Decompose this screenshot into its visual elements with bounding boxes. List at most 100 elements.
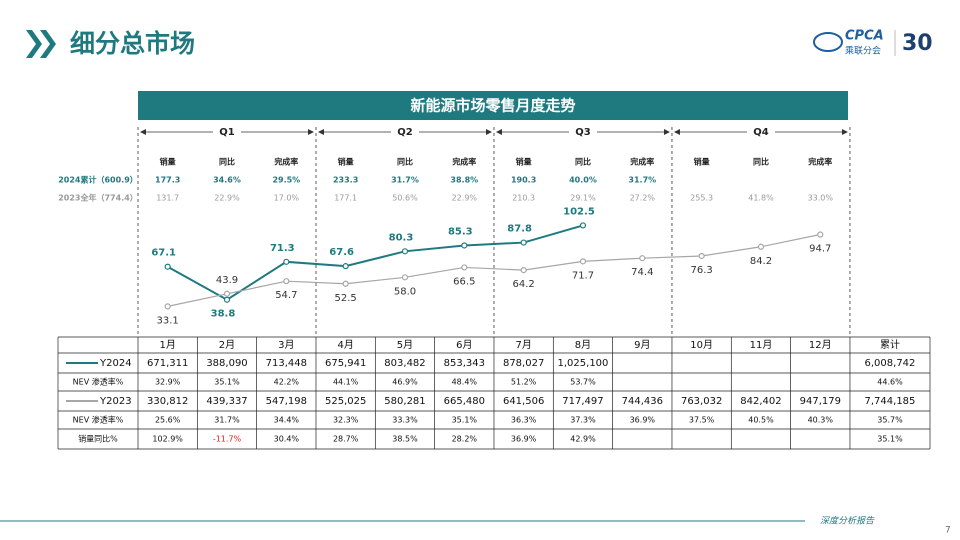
data-label: 84.2 xyxy=(750,256,772,267)
quarter-value: 177.1 xyxy=(334,194,357,203)
table-cell: 102.9% xyxy=(152,435,183,444)
table-cell: 32.9% xyxy=(155,378,181,387)
point xyxy=(579,222,587,229)
quarter-value: 22.9% xyxy=(214,194,240,203)
table-cell: 947,179 xyxy=(800,396,841,407)
table-cell: 6,008,742 xyxy=(865,358,916,369)
legend-label: Y2023 xyxy=(99,396,132,407)
chart-title: 新能源市场零售月度走势 xyxy=(410,97,575,115)
table-cell: 878,027 xyxy=(503,358,544,369)
table-cell: 388,090 xyxy=(206,358,247,369)
quarter-column-label: 完成率 xyxy=(808,157,832,167)
chart-title-bar xyxy=(138,91,848,120)
month-header: 8月 xyxy=(575,339,591,351)
point xyxy=(164,303,171,310)
month-header: 7月 xyxy=(515,339,531,351)
quarter-column-label: 同比 xyxy=(575,157,591,167)
table-cell: 46.9% xyxy=(392,378,418,387)
point xyxy=(520,267,527,274)
table-cell: 641,506 xyxy=(503,396,544,407)
table-cell: 28.7% xyxy=(333,435,359,444)
table-cell: 580,281 xyxy=(384,396,425,407)
table-cell: 51.2% xyxy=(511,378,537,387)
point xyxy=(223,290,231,297)
data-label: 71.7 xyxy=(572,270,594,281)
quarter-label: Q4 xyxy=(753,127,769,138)
month-header: 10月 xyxy=(690,339,713,351)
month-header: 12月 xyxy=(809,339,832,351)
quarter-value: 190.3 xyxy=(511,176,536,185)
point xyxy=(520,239,527,246)
point xyxy=(283,258,290,265)
data-label: 33.1 xyxy=(157,315,179,326)
data-label: 85.3 xyxy=(448,226,473,237)
table-cell: 42.9% xyxy=(570,435,596,444)
table-cell: 32.3% xyxy=(333,416,359,425)
chevron-icon xyxy=(26,30,56,58)
footer-text: 深度分析报告 xyxy=(820,516,875,527)
quarter-column-label: 完成率 xyxy=(274,157,298,167)
data-label: 58.0 xyxy=(394,286,416,297)
month-header: 4月 xyxy=(337,339,353,351)
table-cell: 671,311 xyxy=(147,358,188,369)
month-header: 6月 xyxy=(456,339,472,351)
data-label: 76.3 xyxy=(691,265,713,276)
table-cell: 40.3% xyxy=(808,416,834,425)
table-cell: 42.2% xyxy=(274,378,300,387)
quarter-label: Q1 xyxy=(219,127,235,138)
page-number: 7 xyxy=(945,526,951,536)
table-cell: 525,025 xyxy=(325,396,366,407)
table-cell: 53.7% xyxy=(570,378,596,387)
quarter-row-label: 2023全年（774.4） xyxy=(58,193,138,203)
table-cell: 36.3% xyxy=(511,416,537,425)
point xyxy=(401,274,409,281)
table-cell: 40.5% xyxy=(748,416,774,425)
table-cell: 30.4% xyxy=(274,435,300,444)
quarter-value: 40.0% xyxy=(569,176,597,185)
quarter-value: 31.7% xyxy=(628,176,656,185)
table-cell: 44.1% xyxy=(333,378,359,387)
quarter-value: 177.3 xyxy=(155,176,180,185)
quarter-value: 17.0% xyxy=(274,194,300,203)
quarter-value: 41.8% xyxy=(748,194,774,203)
data-label: 80.3 xyxy=(389,232,414,243)
quarter-value: 29.1% xyxy=(570,194,596,203)
table-cell: 37.3% xyxy=(570,416,596,425)
quarter-column-label: 销量 xyxy=(160,157,176,167)
table-cell: 1,025,100 xyxy=(558,358,609,369)
data-label: 87.8 xyxy=(507,224,532,235)
data-label: 67.6 xyxy=(329,247,354,258)
data-label: 94.7 xyxy=(809,244,831,255)
quarter-column-label: 同比 xyxy=(397,157,413,167)
month-header: 5月 xyxy=(397,339,413,351)
point xyxy=(579,258,587,265)
table-cell: 37.5% xyxy=(689,416,715,425)
quarter-column-label: 销量 xyxy=(338,157,354,167)
data-label: 38.8 xyxy=(211,309,236,320)
table-cell: 744,436 xyxy=(622,396,663,407)
point xyxy=(461,264,468,271)
table-cell: 35.1% xyxy=(214,378,240,387)
table-cell: 35.1% xyxy=(452,416,478,425)
slide-title: 细分总市场 xyxy=(70,29,195,58)
logo-text: CPCA xyxy=(845,29,884,44)
row-label: NEV 渗透率% xyxy=(73,377,124,387)
quarter-value: 131.7 xyxy=(156,194,179,203)
table-cell: 38.5% xyxy=(392,435,418,444)
table-cell: 717,497 xyxy=(562,396,603,407)
table-cell: 44.6% xyxy=(877,378,903,387)
table-cell: 35.7% xyxy=(877,416,903,425)
data-label: 66.5 xyxy=(453,276,475,287)
point xyxy=(461,242,468,249)
legend-label: Y2024 xyxy=(99,358,132,369)
anniversary: 30 xyxy=(902,31,933,56)
table-cell: 853,343 xyxy=(444,358,485,369)
quarter-value: 31.7% xyxy=(391,176,419,185)
point xyxy=(342,263,349,270)
quarter-column-label: 同比 xyxy=(753,157,769,167)
table-cell: 330,812 xyxy=(147,396,188,407)
quarter-value: 210.3 xyxy=(512,194,535,203)
table-cell: 7,744,185 xyxy=(865,396,916,407)
